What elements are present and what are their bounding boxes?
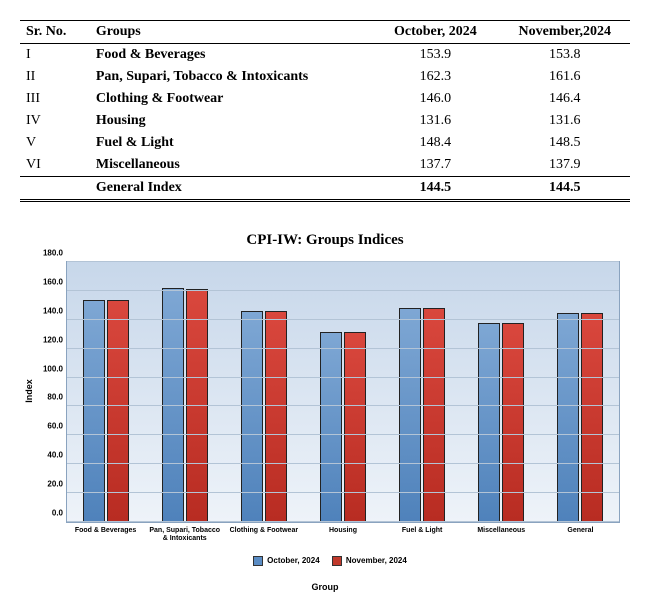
x-tick-label: Pan, Supari, Tobacco & Intoxicants xyxy=(145,523,224,542)
chart-title: CPI-IW: Groups Indices xyxy=(20,232,630,249)
y-axis-title: Index xyxy=(24,379,34,403)
plot-area: 0.020.040.060.080.0100.0120.0140.0160.01… xyxy=(66,261,620,523)
x-tick-label: General xyxy=(541,523,620,542)
cell-sr: I xyxy=(20,44,90,67)
gridline xyxy=(67,492,619,493)
bar-oct xyxy=(83,300,105,522)
table-row: IVHousing131.6131.6 xyxy=(20,110,630,132)
bar-oct xyxy=(399,308,421,522)
cell-nov: 131.6 xyxy=(499,110,630,132)
table-row: IIIClothing & Footwear146.0146.4 xyxy=(20,88,630,110)
bar-group xyxy=(146,262,225,522)
cell-oct: 162.3 xyxy=(371,66,499,88)
y-tick-label: 120.0 xyxy=(43,335,67,344)
bar-oct xyxy=(320,332,342,522)
bar-nov xyxy=(423,308,445,523)
bar-nov xyxy=(265,311,287,522)
gridline xyxy=(67,319,619,320)
cell-group: General Index xyxy=(90,177,371,201)
cell-oct: 146.0 xyxy=(371,88,499,110)
gridline xyxy=(67,405,619,406)
bar-nov xyxy=(581,313,603,522)
table-header-row: Sr. No. Groups October, 2024 November,20… xyxy=(20,21,630,44)
bar-group xyxy=(540,262,619,522)
bar-nov xyxy=(107,300,129,522)
gridline xyxy=(67,261,619,262)
cell-group: Pan, Supari, Tobacco & Intoxicants xyxy=(90,66,371,88)
cell-sr: II xyxy=(20,66,90,88)
table-row: VFuel & Light148.4148.5 xyxy=(20,132,630,154)
cell-sr: V xyxy=(20,132,90,154)
gridline xyxy=(67,463,619,464)
y-tick-label: 140.0 xyxy=(43,306,67,315)
y-tick-label: 60.0 xyxy=(47,422,67,431)
cell-nov: 148.5 xyxy=(499,132,630,154)
gridline xyxy=(67,290,619,291)
x-tick-label: Housing xyxy=(303,523,382,542)
legend-label-oct: October, 2024 xyxy=(267,556,319,565)
y-tick-label: 0.0 xyxy=(52,509,67,518)
table-row: IFood & Beverages153.9153.8 xyxy=(20,44,630,67)
y-tick-label: 40.0 xyxy=(47,451,67,460)
bar-nov xyxy=(344,332,366,522)
bar-group xyxy=(461,262,540,522)
y-tick-label: 160.0 xyxy=(43,277,67,286)
bars-container xyxy=(67,262,619,522)
th-sr: Sr. No. xyxy=(20,21,90,44)
legend: October, 2024 November, 2024 xyxy=(30,556,620,566)
gridline xyxy=(67,434,619,435)
cell-nov: 144.5 xyxy=(499,177,630,201)
cell-sr xyxy=(20,177,90,201)
cell-sr: III xyxy=(20,88,90,110)
legend-swatch-nov xyxy=(332,556,342,566)
x-tick-label: Fuel & Light xyxy=(383,523,462,542)
cell-oct: 137.7 xyxy=(371,154,499,177)
bar-group xyxy=(382,262,461,522)
table-total-row: General Index144.5144.5 xyxy=(20,177,630,201)
table-row: VIMiscellaneous137.7137.9 xyxy=(20,154,630,177)
cell-oct: 131.6 xyxy=(371,110,499,132)
cell-group: Miscellaneous xyxy=(90,154,371,177)
cell-group: Housing xyxy=(90,110,371,132)
y-tick-label: 180.0 xyxy=(43,249,67,258)
gridline xyxy=(67,377,619,378)
y-tick-label: 80.0 xyxy=(47,393,67,402)
cell-group: Fuel & Light xyxy=(90,132,371,154)
chart-area: Index 0.020.040.060.080.0100.0120.0140.0… xyxy=(30,261,620,592)
cpi-table: Sr. No. Groups October, 2024 November,20… xyxy=(20,20,630,202)
cell-group: Clothing & Footwear xyxy=(90,88,371,110)
table-row: IIPan, Supari, Tobacco & Intoxicants162.… xyxy=(20,66,630,88)
y-tick-label: 100.0 xyxy=(43,364,67,373)
bar-group xyxy=(225,262,304,522)
legend-label-nov: November, 2024 xyxy=(346,556,407,565)
x-tick-label: Clothing & Footwear xyxy=(224,523,303,542)
x-tick-label: Food & Beverages xyxy=(66,523,145,542)
cell-nov: 146.4 xyxy=(499,88,630,110)
x-axis-title: Group xyxy=(30,582,620,592)
cell-oct: 148.4 xyxy=(371,132,499,154)
bar-group xyxy=(304,262,383,522)
x-labels: Food & BeveragesPan, Supari, Tobacco & I… xyxy=(66,523,620,542)
cell-nov: 137.9 xyxy=(499,154,630,177)
th-nov: November,2024 xyxy=(499,21,630,44)
bar-oct xyxy=(241,311,263,522)
cell-oct: 144.5 xyxy=(371,177,499,201)
cell-group: Food & Beverages xyxy=(90,44,371,67)
cell-oct: 153.9 xyxy=(371,44,499,67)
cell-sr: VI xyxy=(20,154,90,177)
cell-nov: 153.8 xyxy=(499,44,630,67)
gridline xyxy=(67,348,619,349)
th-grp: Groups xyxy=(90,21,371,44)
bar-group xyxy=(67,262,146,522)
gridline xyxy=(67,521,619,522)
cell-sr: IV xyxy=(20,110,90,132)
cell-nov: 161.6 xyxy=(499,66,630,88)
legend-swatch-oct xyxy=(253,556,263,566)
th-oct: October, 2024 xyxy=(371,21,499,44)
y-tick-label: 20.0 xyxy=(47,480,67,489)
bar-oct xyxy=(557,313,579,522)
x-tick-label: Miscellaneous xyxy=(462,523,541,542)
